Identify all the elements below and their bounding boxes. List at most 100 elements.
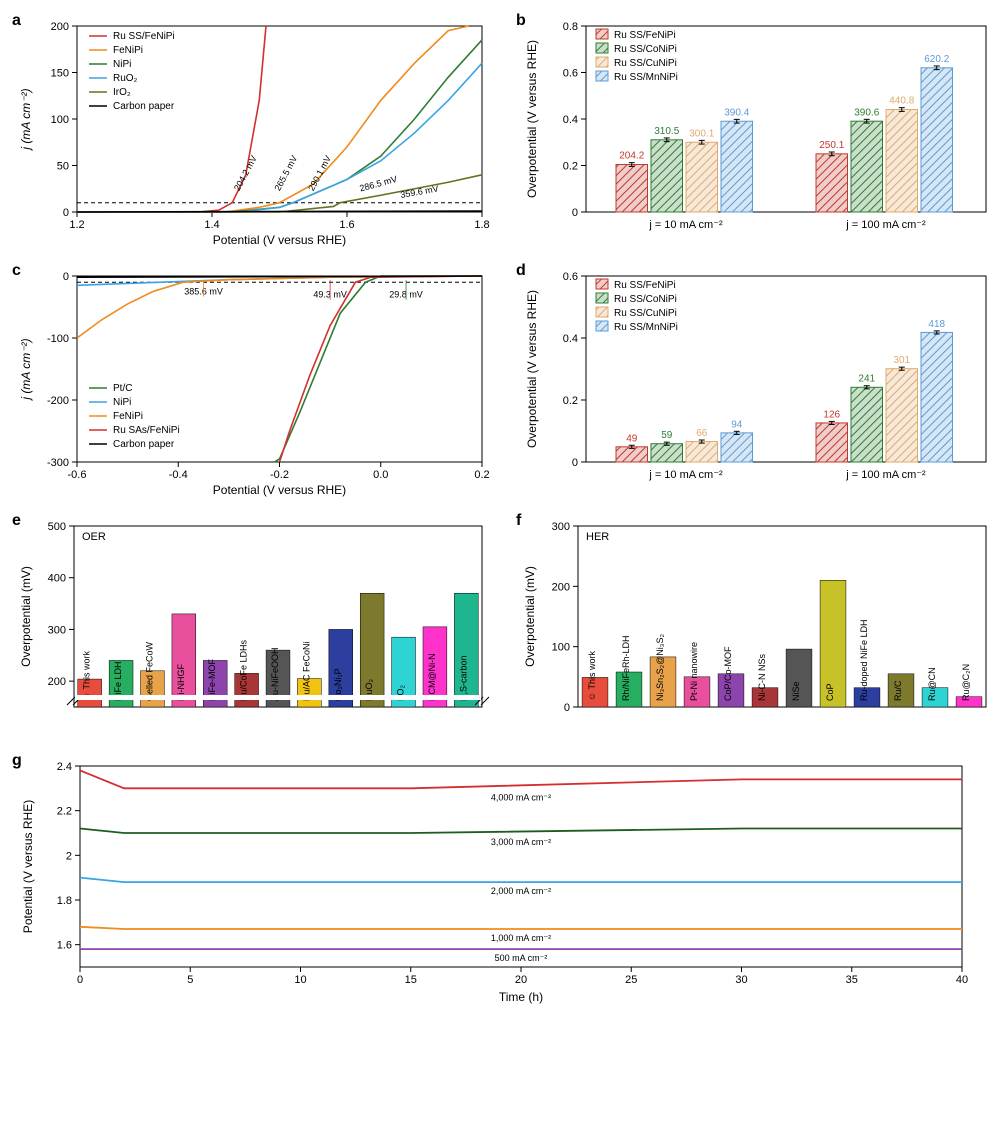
svg-text:HCM@Ni-N: HCM@Ni-N — [427, 653, 437, 701]
svg-text:j (mA cm⁻²): j (mA cm⁻²) — [19, 88, 33, 151]
svg-text:40: 40 — [956, 974, 968, 986]
panel-d: d 00.20.40.6Overpotential (V versus RHE)… — [516, 262, 996, 502]
svg-text:N,S-carbon: N,S-carbon — [458, 655, 468, 701]
svg-text:Ru SS/CuNiPi: Ru SS/CuNiPi — [614, 58, 677, 69]
svg-text:Ru SAs/FeNiPi: Ru SAs/FeNiPi — [113, 425, 180, 436]
svg-text:2,000 mA cm⁻²: 2,000 mA cm⁻² — [491, 886, 551, 896]
svg-text:49: 49 — [626, 433, 638, 444]
panel-b: b 00.20.40.60.8Overpotential (V versus R… — [516, 12, 996, 252]
svg-text:Ru SS/MnNiPi: Ru SS/MnNiPi — [614, 322, 678, 333]
svg-text:Potential (V versus RHE): Potential (V versus RHE) — [213, 483, 346, 497]
svg-text:IrO₂: IrO₂ — [113, 87, 131, 98]
svg-text:310.5: 310.5 — [654, 126, 679, 137]
svg-text:NiSe: NiSe — [791, 681, 801, 701]
svg-text:35: 35 — [846, 974, 858, 986]
chart-g: 05101520253035401.61.822.22.4Time (h)Pot… — [12, 752, 972, 1012]
svg-text:2.2: 2.2 — [57, 806, 72, 818]
chart-b: 00.20.40.60.8Overpotential (V versus RHE… — [516, 12, 996, 252]
svg-text:Ru SS/MnNiPi: Ru SS/MnNiPi — [614, 72, 678, 83]
svg-text:Ru SS/FeNiPi: Ru SS/FeNiPi — [614, 280, 676, 291]
svg-text:1.2: 1.2 — [69, 219, 84, 231]
svg-text:200: 200 — [552, 581, 570, 593]
svg-text:2.4: 2.4 — [57, 761, 72, 773]
svg-text:20: 20 — [515, 974, 527, 986]
svg-text:j = 100 mA cm⁻²: j = 100 mA cm⁻² — [845, 469, 926, 481]
panel-e: e 200300400500Overpotential (mV)OER☺ Thi… — [12, 512, 492, 742]
svg-text:301: 301 — [893, 355, 910, 366]
label-b: b — [516, 12, 526, 30]
svg-text:Overpotential (mV): Overpotential (mV) — [523, 566, 537, 667]
svg-text:66: 66 — [696, 428, 708, 439]
svg-text:0.2: 0.2 — [474, 469, 489, 481]
svg-text:Ru SS/FeNiPi: Ru SS/FeNiPi — [614, 30, 676, 41]
svg-text:0.8: 0.8 — [563, 21, 578, 33]
svg-text:1.4: 1.4 — [204, 219, 219, 231]
svg-text:204.2 mV: 204.2 mV — [232, 154, 259, 193]
svg-text:100: 100 — [552, 642, 570, 654]
panel-g: g 05101520253035401.61.822.22.4Time (h)P… — [12, 752, 972, 1012]
svg-text:0.2: 0.2 — [563, 395, 578, 407]
svg-text:0: 0 — [572, 457, 578, 469]
svg-text:1.8: 1.8 — [474, 219, 489, 231]
svg-text:NiPi: NiPi — [113, 397, 131, 408]
svg-text:j (mA cm⁻²): j (mA cm⁻²) — [19, 338, 33, 401]
svg-text:30: 30 — [735, 974, 747, 986]
svg-text:100: 100 — [51, 114, 69, 126]
svg-text:1.8: 1.8 — [57, 895, 72, 907]
svg-text:Ni-C-N NSs: Ni-C-N NSs — [757, 654, 767, 701]
svg-text:50: 50 — [57, 161, 69, 173]
svg-text:Overpotential (mV): Overpotential (mV) — [19, 566, 33, 667]
svg-text:59: 59 — [661, 430, 673, 441]
svg-text:-0.2: -0.2 — [270, 469, 289, 481]
svg-text:620.2: 620.2 — [924, 54, 949, 65]
svg-text:j = 10 mA cm⁻²: j = 10 mA cm⁻² — [648, 219, 723, 231]
svg-text:200: 200 — [48, 676, 66, 688]
svg-text:Time (h): Time (h) — [499, 990, 543, 1004]
svg-text:250.1: 250.1 — [819, 140, 844, 151]
svg-text:300: 300 — [552, 521, 570, 533]
svg-text:10: 10 — [294, 974, 306, 986]
label-a: a — [12, 12, 21, 30]
svg-text:-200: -200 — [47, 395, 69, 407]
svg-text:☺ This work: ☺ This work — [587, 650, 597, 701]
svg-text:Potential (V versus RHE): Potential (V versus RHE) — [21, 800, 35, 933]
svg-text:Ru-doped NiFe LDH: Ru-doped NiFe LDH — [859, 619, 869, 701]
svg-text:440.8: 440.8 — [889, 96, 914, 107]
svg-text:Pt/C: Pt/C — [113, 383, 132, 394]
svg-text:CoP/Co-MOF: CoP/Co-MOF — [723, 646, 733, 701]
svg-text:94: 94 — [731, 419, 743, 430]
svg-text:Overpotential (V versus RHE): Overpotential (V versus RHE) — [525, 290, 539, 448]
svg-text:0: 0 — [63, 271, 69, 283]
svg-text:Ru@CN: Ru@CN — [927, 667, 937, 701]
svg-text:Ru/C: Ru/C — [893, 680, 903, 701]
svg-text:Ru SS/CuNiPi: Ru SS/CuNiPi — [614, 308, 677, 319]
chart-f: 0100200300Overpotential (mV)HER☺ This wo… — [516, 512, 996, 742]
svg-text:286.5 mV: 286.5 mV — [358, 174, 398, 194]
svg-text:Ru@C₂N: Ru@C₂N — [961, 664, 971, 701]
svg-text:126: 126 — [823, 409, 840, 420]
svg-text:-0.6: -0.6 — [68, 469, 87, 481]
svg-text:0: 0 — [564, 702, 570, 714]
svg-text:200: 200 — [51, 21, 69, 33]
svg-text:300: 300 — [48, 624, 66, 636]
svg-text:Carbon paper: Carbon paper — [113, 101, 175, 112]
chart-e: 200300400500Overpotential (mV)OER☺ This … — [12, 512, 492, 742]
svg-text:0: 0 — [63, 207, 69, 219]
label-g: g — [12, 752, 22, 770]
row-g: g 05101520253035401.61.822.22.4Time (h)P… — [12, 752, 995, 1012]
svg-text:0.4: 0.4 — [563, 114, 578, 126]
svg-text:3,000 mA cm⁻²: 3,000 mA cm⁻² — [491, 837, 551, 847]
svg-text:0.6: 0.6 — [563, 68, 578, 80]
svg-text:Ru SS/CoNiPi: Ru SS/CoNiPi — [614, 44, 677, 55]
svg-text:☺ This work: ☺ This work — [82, 650, 92, 701]
chart-c: -0.6-0.4-0.20.00.2-300-200-1000Potential… — [12, 262, 492, 502]
svg-text:-300: -300 — [47, 457, 69, 469]
svg-text:390.6: 390.6 — [854, 107, 879, 118]
svg-text:15: 15 — [405, 974, 417, 986]
svg-text:1.6: 1.6 — [339, 219, 354, 231]
svg-text:500 mA cm⁻²: 500 mA cm⁻² — [495, 953, 548, 963]
svg-text:1,000 mA cm⁻²: 1,000 mA cm⁻² — [491, 933, 551, 943]
svg-text:Gelled FeCoW: Gelled FeCoW — [144, 641, 154, 701]
panel-a: a 1.21.41.61.8050100150200Potential (V v… — [12, 12, 492, 252]
row-ef: e 200300400500Overpotential (mV)OER☺ Thi… — [12, 512, 995, 742]
